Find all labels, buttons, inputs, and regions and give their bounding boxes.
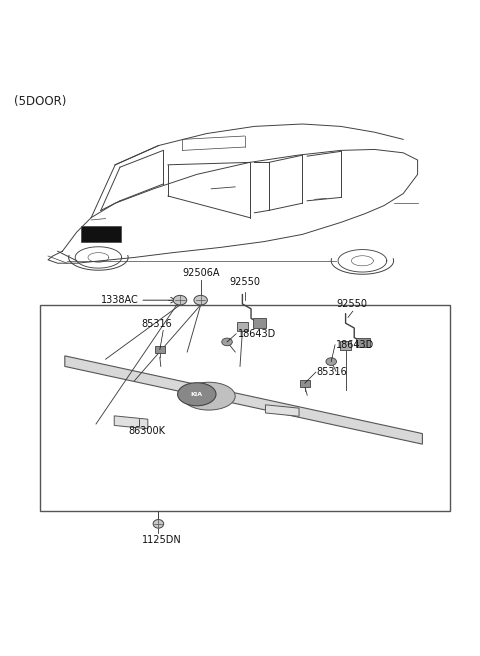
Polygon shape (265, 405, 299, 417)
Ellipse shape (173, 295, 187, 305)
Text: 18643D: 18643D (238, 329, 276, 338)
Bar (237, 322, 248, 331)
Bar (40, 305, 450, 512)
Ellipse shape (178, 382, 216, 406)
Polygon shape (114, 416, 148, 429)
Polygon shape (65, 356, 422, 444)
Text: 85316: 85316 (317, 367, 348, 377)
Ellipse shape (153, 520, 164, 528)
Bar (253, 318, 266, 328)
Text: 86300K: 86300K (129, 426, 166, 436)
Text: (5DOOR): (5DOOR) (14, 95, 67, 108)
Text: 92550: 92550 (229, 277, 260, 287)
Bar (155, 346, 165, 353)
Text: 18643D: 18643D (336, 340, 374, 350)
Ellipse shape (194, 295, 207, 305)
Ellipse shape (222, 338, 232, 346)
Text: KIA: KIA (191, 392, 203, 397)
Ellipse shape (326, 358, 336, 365)
Bar (81, 226, 121, 241)
Text: 1125DN: 1125DN (142, 535, 181, 545)
Bar (340, 341, 351, 350)
Text: 92506A: 92506A (182, 268, 219, 278)
Bar (300, 380, 310, 386)
Ellipse shape (182, 382, 235, 410)
Text: 85316: 85316 (142, 319, 172, 329)
Text: 1338AC: 1338AC (101, 295, 139, 305)
Text: 92550: 92550 (336, 298, 367, 309)
Bar (356, 338, 370, 347)
